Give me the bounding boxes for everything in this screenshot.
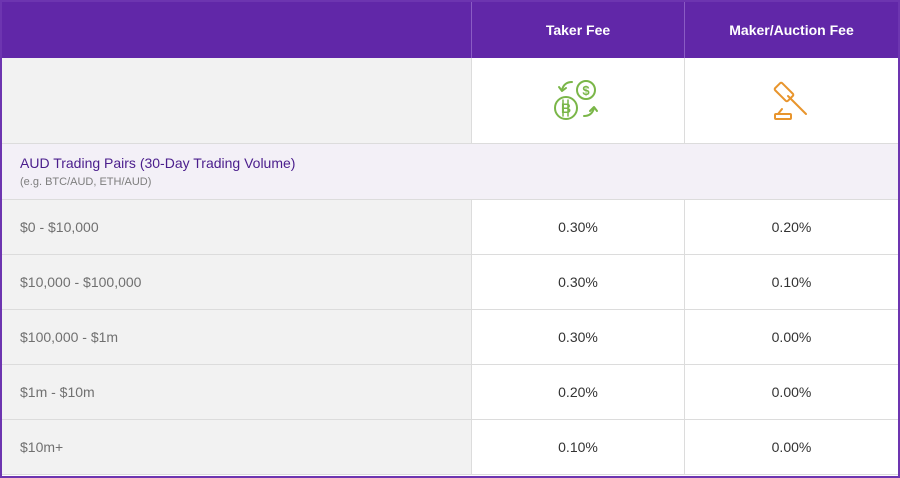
svg-text:$: $	[582, 83, 590, 98]
volume-tier: $10m+	[2, 420, 472, 474]
taker-fee-value: 0.10%	[472, 420, 685, 474]
maker-icon-cell	[685, 58, 898, 143]
maker-fee-value: 0.00%	[685, 365, 898, 419]
maker-fee-value: 0.00%	[685, 420, 898, 474]
maker-fee-value: 0.20%	[685, 200, 898, 254]
table-row: $10,000 - $100,000 0.30% 0.10%	[2, 255, 898, 310]
table-row: $10m+ 0.10% 0.00%	[2, 420, 898, 475]
table-header: Taker Fee Maker/Auction Fee	[2, 2, 898, 58]
auction-gavel-icon	[773, 81, 807, 120]
icon-row: $ B	[2, 58, 898, 144]
volume-tier: $0 - $10,000	[2, 200, 472, 254]
section-title: AUD Trading Pairs (30-Day Trading Volume…	[20, 154, 296, 171]
icon-row-empty-cell	[2, 58, 472, 143]
taker-fee-value: 0.20%	[472, 365, 685, 419]
header-taker-fee: Taker Fee	[472, 2, 685, 58]
maker-fee-value: 0.10%	[685, 255, 898, 309]
header-maker-fee: Maker/Auction Fee	[685, 2, 898, 58]
taker-fee-value: 0.30%	[472, 200, 685, 254]
taker-fee-label: Taker Fee	[545, 22, 611, 38]
svg-text:B: B	[561, 100, 571, 116]
header-empty-cell	[2, 2, 472, 58]
volume-tier: $10,000 - $100,000	[2, 255, 472, 309]
taker-icon-cell: $ B	[472, 58, 685, 143]
crypto-exchange-icon: $ B	[554, 79, 598, 120]
maker-fee-value: 0.00%	[685, 310, 898, 364]
section-header: AUD Trading Pairs (30-Day Trading Volume…	[2, 144, 898, 200]
volume-tier: $1m - $10m	[2, 365, 472, 419]
taker-fee-value: 0.30%	[472, 310, 685, 364]
table-row: $1m - $10m 0.20% 0.00%	[2, 365, 898, 420]
maker-fee-label: Maker/Auction Fee	[729, 22, 854, 38]
taker-fee-value: 0.30%	[472, 255, 685, 309]
table-row: $100,000 - $1m 0.30% 0.00%	[2, 310, 898, 365]
section-subtitle: (e.g. BTC/AUD, ETH/AUD)	[20, 175, 152, 188]
table-row: $0 - $10,000 0.30% 0.20%	[2, 200, 898, 255]
volume-tier: $100,000 - $1m	[2, 310, 472, 364]
